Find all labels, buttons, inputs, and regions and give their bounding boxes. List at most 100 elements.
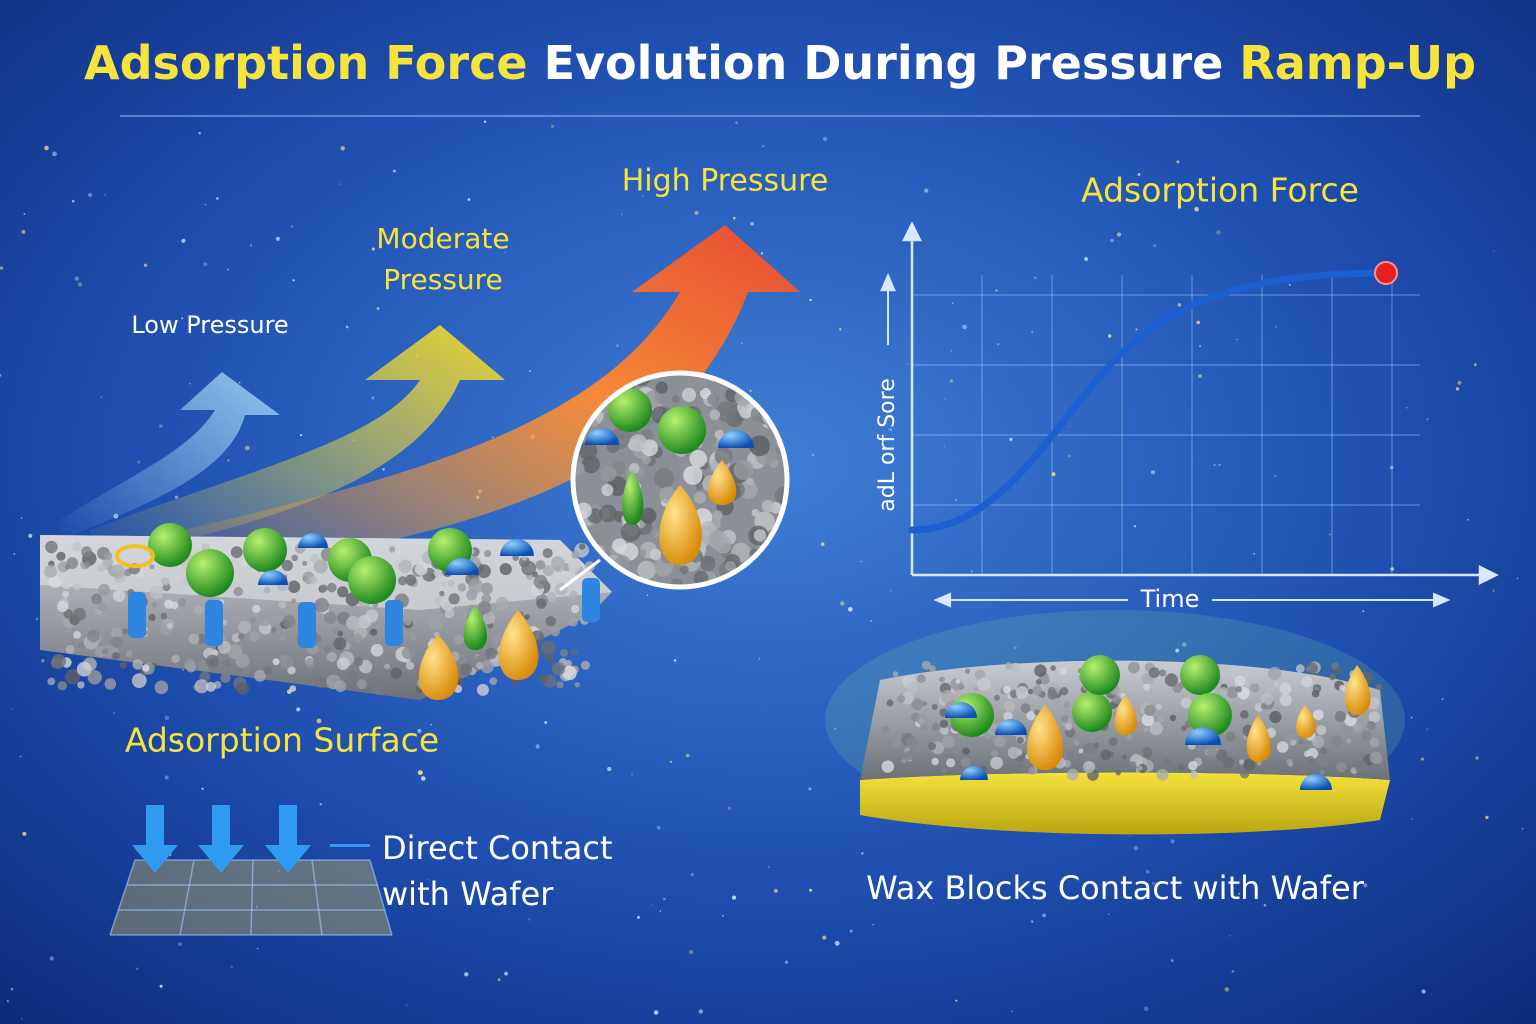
wafer-grid <box>109 859 393 936</box>
gravel-grain <box>1189 770 1199 779</box>
gravel-grain <box>319 584 328 593</box>
gravel-grain <box>315 676 327 688</box>
gravel-grain <box>1048 671 1059 682</box>
arrow-low <box>60 372 280 540</box>
gravel-grain <box>73 583 81 591</box>
sparkle <box>1474 363 1477 367</box>
sparkle <box>1389 465 1394 470</box>
gravel-grain <box>714 536 732 554</box>
gravel-grain <box>733 459 754 480</box>
sparkle <box>71 199 75 203</box>
gravel-grain <box>57 561 69 573</box>
gravel-grain <box>230 546 243 559</box>
low-pressure-label: Low Pressure <box>131 311 288 339</box>
sparkle <box>7 1000 9 1002</box>
sparkle <box>733 216 736 220</box>
sparkle <box>1231 970 1235 973</box>
gravel-grain <box>197 633 208 644</box>
gravel-grain <box>1366 720 1376 730</box>
gravel-grain <box>1129 684 1137 691</box>
sparkle <box>299 434 303 437</box>
gravel-grain <box>749 435 770 457</box>
sparkle <box>1144 1006 1149 1011</box>
sparkle <box>1153 244 1156 247</box>
gravel-grain <box>1339 684 1345 691</box>
gravel-grain <box>1128 661 1140 674</box>
sparkle <box>722 914 724 917</box>
gravel-grain <box>1024 760 1031 767</box>
gravel-grain <box>714 429 725 440</box>
gravel-grain <box>1361 730 1372 742</box>
gravel-grain <box>405 574 417 586</box>
gravel-grain <box>148 613 156 622</box>
sparkle <box>1177 303 1182 307</box>
gravel-grain <box>1004 701 1015 712</box>
gravel-grain <box>1260 703 1268 710</box>
gravel-grain <box>1181 725 1187 732</box>
gravel-grain <box>315 563 322 570</box>
gravel-grain <box>304 657 315 668</box>
gravel-grain <box>1306 755 1315 764</box>
sparkle <box>1238 893 1240 895</box>
gravel-grain <box>1060 714 1069 723</box>
sparkle <box>1411 818 1414 820</box>
sparkle <box>731 895 737 900</box>
gravel-grain <box>1066 768 1079 781</box>
gravel-grain <box>620 521 641 542</box>
sparkle <box>1084 257 1088 261</box>
sparkle <box>685 753 690 758</box>
gravel-grain <box>119 661 127 669</box>
sparkle <box>907 363 909 365</box>
gravel-grain <box>77 681 85 689</box>
gravel-grain <box>254 669 267 682</box>
gravel-grain <box>1026 711 1036 721</box>
gravel-grain <box>1320 747 1327 755</box>
gravel-grain <box>476 683 489 696</box>
gravel-grain <box>1083 742 1096 755</box>
sparkle <box>1467 518 1469 521</box>
gravel-grain <box>1067 750 1074 758</box>
gravel-grain <box>151 602 158 608</box>
sparkle <box>345 325 349 329</box>
sparkle <box>768 866 770 868</box>
gravel-grain <box>714 447 733 466</box>
gravel-grain <box>1016 736 1024 745</box>
gravel-grain <box>578 441 598 461</box>
gravel-grain <box>1312 735 1325 749</box>
gravel-grain <box>567 616 578 627</box>
gravel-grain <box>73 631 81 639</box>
gravel-grain <box>336 657 350 670</box>
gravel-grain <box>66 557 79 569</box>
gravel-grain <box>600 465 617 482</box>
sparkle <box>631 773 633 776</box>
gravel-grain <box>1220 664 1232 675</box>
gravel-grain <box>291 554 299 562</box>
sparkle <box>1199 345 1202 348</box>
sparkle <box>201 787 204 790</box>
gravel-grain <box>964 668 971 674</box>
gravel-grain <box>263 666 273 675</box>
sparkle <box>962 324 967 330</box>
gravel-grain <box>881 725 890 734</box>
sparkle <box>528 918 531 921</box>
gravel-grain <box>646 487 656 497</box>
gravel-grain <box>1157 716 1165 723</box>
sparkle <box>1216 230 1221 235</box>
gravel-grain <box>902 758 907 764</box>
sparkle <box>950 350 953 352</box>
gravel-grain <box>921 660 932 670</box>
sparkle <box>997 343 1000 346</box>
gravel-grain <box>1279 682 1292 695</box>
gravel-grain <box>638 549 647 557</box>
gravel-grain <box>524 614 530 620</box>
gravel-grain <box>76 661 92 677</box>
gravel-grain <box>962 747 970 755</box>
sparkle <box>820 542 825 546</box>
sparkle <box>727 806 731 810</box>
gravel-grain <box>468 578 484 594</box>
gravel-grain <box>892 739 902 749</box>
gravel-grain <box>1298 739 1304 746</box>
gravel-grain <box>492 633 504 645</box>
sparkle <box>13 553 16 555</box>
